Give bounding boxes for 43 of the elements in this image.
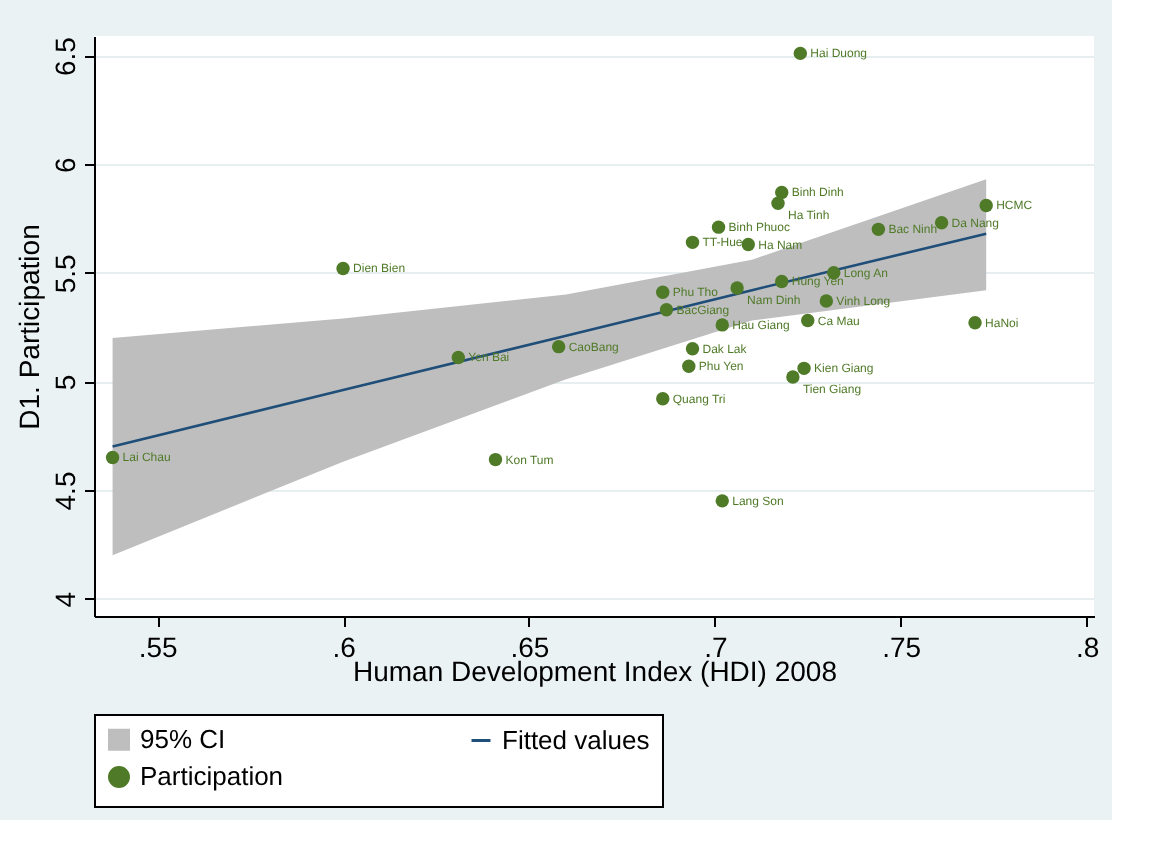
legend-label: 95% CI [140, 723, 226, 754]
x-tick-label: .6 [332, 631, 357, 663]
y-tick-label: 5.5 [49, 253, 81, 294]
point [775, 185, 789, 200]
y-tick-label: 4 [49, 591, 81, 608]
point [656, 285, 670, 300]
point [551, 339, 566, 354]
line-series [111, 232, 988, 448]
point [336, 261, 350, 276]
y-tick-label: 5 [49, 374, 81, 391]
point [715, 318, 729, 332]
y-tick-label: 6 [49, 156, 81, 173]
point [730, 281, 744, 295]
y-tick-label: 4.5 [49, 471, 81, 511]
point [771, 196, 785, 210]
x-tick-label: .8 [1075, 631, 1100, 663]
point [715, 494, 729, 508]
point [488, 452, 503, 467]
point [871, 222, 886, 237]
y-axis-title: D1. Participation [13, 224, 45, 430]
x-tick-label: .75 [882, 631, 922, 663]
point [105, 450, 120, 465]
point [968, 316, 982, 330]
point [682, 359, 696, 373]
point [711, 220, 726, 234]
y-tick-label: 6.5 [49, 36, 81, 77]
point [979, 198, 993, 213]
point [741, 237, 755, 252]
point [801, 313, 815, 328]
point [934, 216, 949, 230]
point [786, 370, 800, 384]
legend-label: Fitted values [502, 724, 651, 755]
point [797, 361, 811, 376]
legend-label: Participation [140, 761, 284, 791]
point [659, 303, 674, 317]
point [793, 46, 808, 61]
point [685, 342, 700, 356]
point [685, 235, 700, 250]
point [819, 294, 834, 308]
x-tick-label: .55 [138, 631, 179, 663]
point [775, 274, 789, 289]
point [451, 350, 466, 365]
point [656, 392, 670, 406]
